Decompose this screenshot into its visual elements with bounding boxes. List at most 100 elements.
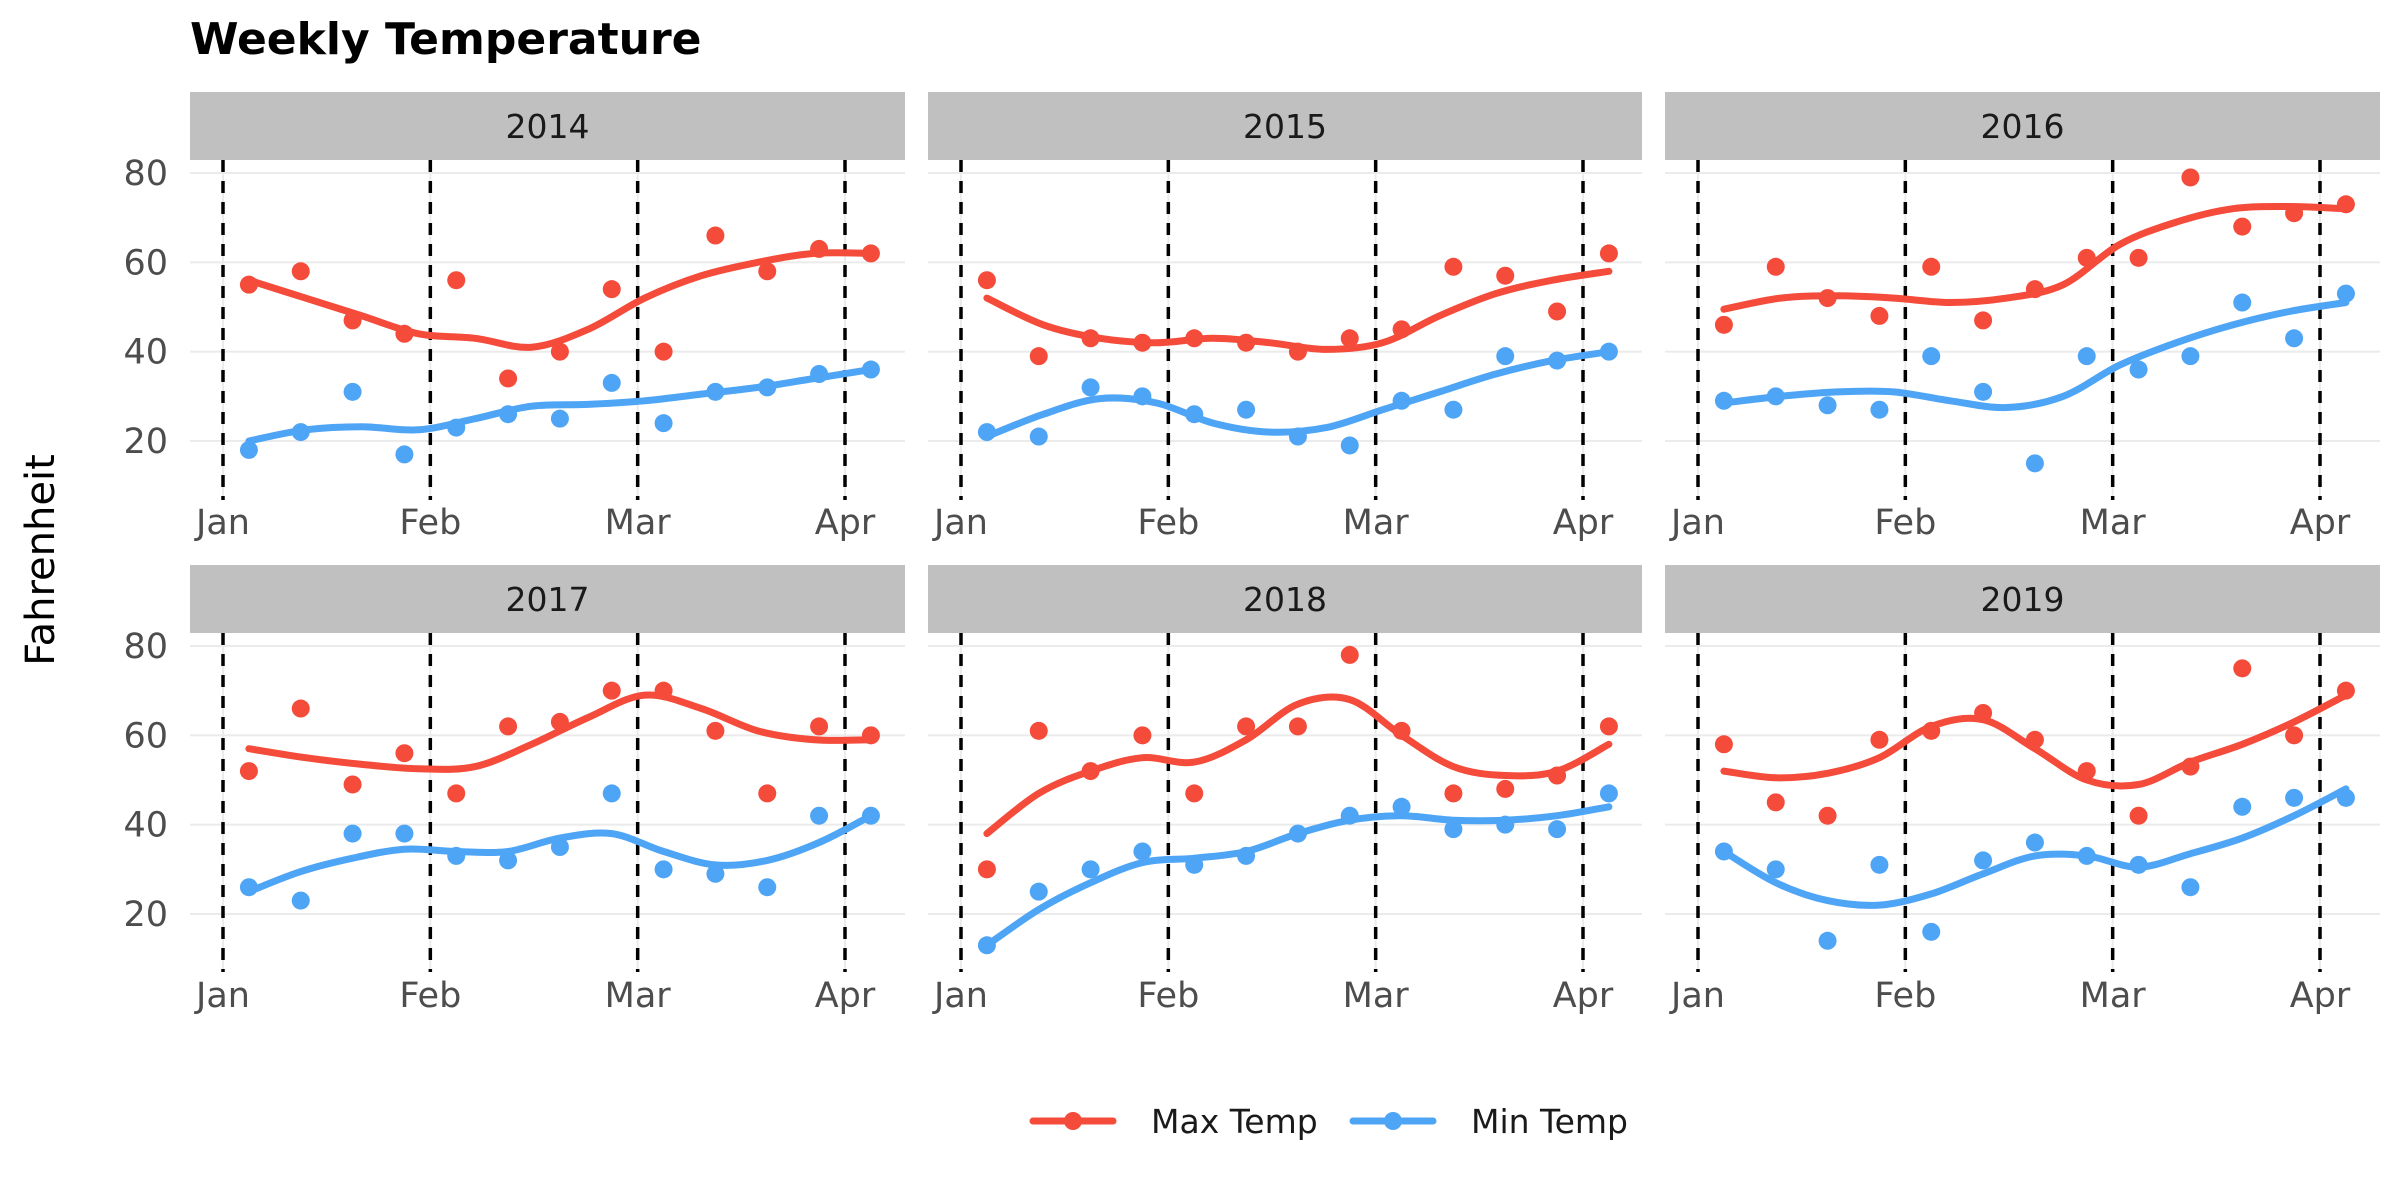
data-point (499, 851, 518, 870)
x-tick-label: Feb (399, 976, 461, 1016)
data-point (861, 244, 880, 263)
data-point (2285, 204, 2304, 223)
data-point (1766, 860, 1785, 879)
data-point (1237, 717, 1256, 736)
data-point (1922, 721, 1941, 740)
data-point (2129, 248, 2148, 267)
data-point (2077, 762, 2096, 781)
data-point (1185, 784, 1204, 803)
y-tick-label: 80 (123, 627, 168, 667)
data-point (499, 717, 518, 736)
data-point (395, 324, 414, 343)
y-tick-label: 40 (123, 806, 168, 846)
data-point (1392, 320, 1411, 339)
data-point (1818, 289, 1837, 308)
panel-strip-label: 2016 (1981, 107, 2065, 146)
data-point (1870, 730, 1889, 749)
x-tick-label: Apr (815, 503, 876, 543)
data-point (2233, 217, 2252, 236)
data-point (2181, 347, 2200, 366)
x-tick-label: Jan (932, 503, 988, 543)
data-point (706, 226, 725, 245)
x-tick-label: Apr (1553, 976, 1614, 1016)
data-point (1496, 347, 1515, 366)
data-point (2077, 846, 2096, 865)
data-point (2077, 347, 2096, 366)
data-point (654, 342, 673, 361)
chart-title: Weekly Temperature (190, 14, 701, 65)
data-point (239, 440, 258, 459)
data-point (2285, 726, 2304, 745)
data-point (550, 409, 569, 428)
data-point (1288, 824, 1307, 843)
trend-line (983, 348, 1613, 440)
data-point (2336, 788, 2355, 807)
trend-line (245, 366, 875, 445)
data-point (2181, 878, 2200, 897)
series-min-temp (1714, 785, 2355, 950)
data-point (1029, 427, 1048, 446)
x-tick-label: Jan (1669, 976, 1725, 1016)
data-point (447, 784, 466, 803)
data-point (2077, 248, 2096, 267)
data-point (861, 726, 880, 745)
data-point (1340, 645, 1359, 664)
data-point (861, 360, 880, 379)
data-point (706, 864, 725, 883)
data-point (1340, 806, 1359, 825)
data-point (550, 712, 569, 731)
y-tick-label: 20 (123, 422, 168, 462)
data-point (343, 311, 362, 330)
x-tick-label: Mar (2080, 976, 2147, 1016)
y-tick-label: 60 (123, 716, 168, 756)
series-min-temp (977, 342, 1618, 455)
data-point (654, 860, 673, 879)
panel-2015: 2015 Jan Feb Mar Apr (928, 92, 1642, 543)
data-point (1133, 387, 1152, 406)
data-point (447, 846, 466, 865)
data-point (1818, 396, 1837, 415)
data-point (1714, 315, 1733, 334)
series-max-temp (977, 244, 1618, 366)
panel-strip-label: 2014 (506, 107, 590, 146)
data-point (1288, 427, 1307, 446)
data-point (1081, 860, 1100, 879)
data-point (499, 369, 518, 388)
panel-2019: 2019 Jan Feb Mar Apr (1665, 565, 2380, 1016)
data-point (2336, 195, 2355, 214)
y-tick-label: 40 (123, 333, 168, 373)
data-point (1870, 306, 1889, 325)
data-point (977, 936, 996, 955)
data-point (1133, 842, 1152, 861)
data-point (1974, 851, 1993, 870)
data-point (1444, 257, 1463, 276)
data-point (602, 280, 621, 299)
data-point (1392, 721, 1411, 740)
x-tick-label: Feb (1137, 976, 1199, 1016)
data-point (1029, 882, 1048, 901)
data-point (1081, 378, 1100, 397)
legend-item-min-temp: Min Temp (1349, 1102, 1628, 1141)
data-point (861, 806, 880, 825)
x-tick-label: Jan (932, 976, 988, 1016)
legend-label: Min Temp (1471, 1102, 1628, 1141)
data-point (1599, 717, 1618, 736)
data-point (758, 378, 777, 397)
data-point (2025, 454, 2044, 473)
data-point (1599, 784, 1618, 803)
data-point (1548, 766, 1567, 785)
series-min-temp (239, 784, 880, 910)
data-point (1870, 855, 1889, 874)
data-point (706, 382, 725, 401)
data-point (2181, 168, 2200, 187)
data-point (239, 275, 258, 294)
x-tick-label: Feb (1137, 503, 1199, 543)
data-point (1340, 436, 1359, 455)
x-tick-label: Apr (1553, 503, 1614, 543)
panel-2018: 2018 Jan Feb Mar Apr (928, 565, 1642, 1016)
series-min-temp (239, 360, 880, 464)
data-point (2181, 757, 2200, 776)
data-point (758, 784, 777, 803)
data-point (447, 271, 466, 290)
